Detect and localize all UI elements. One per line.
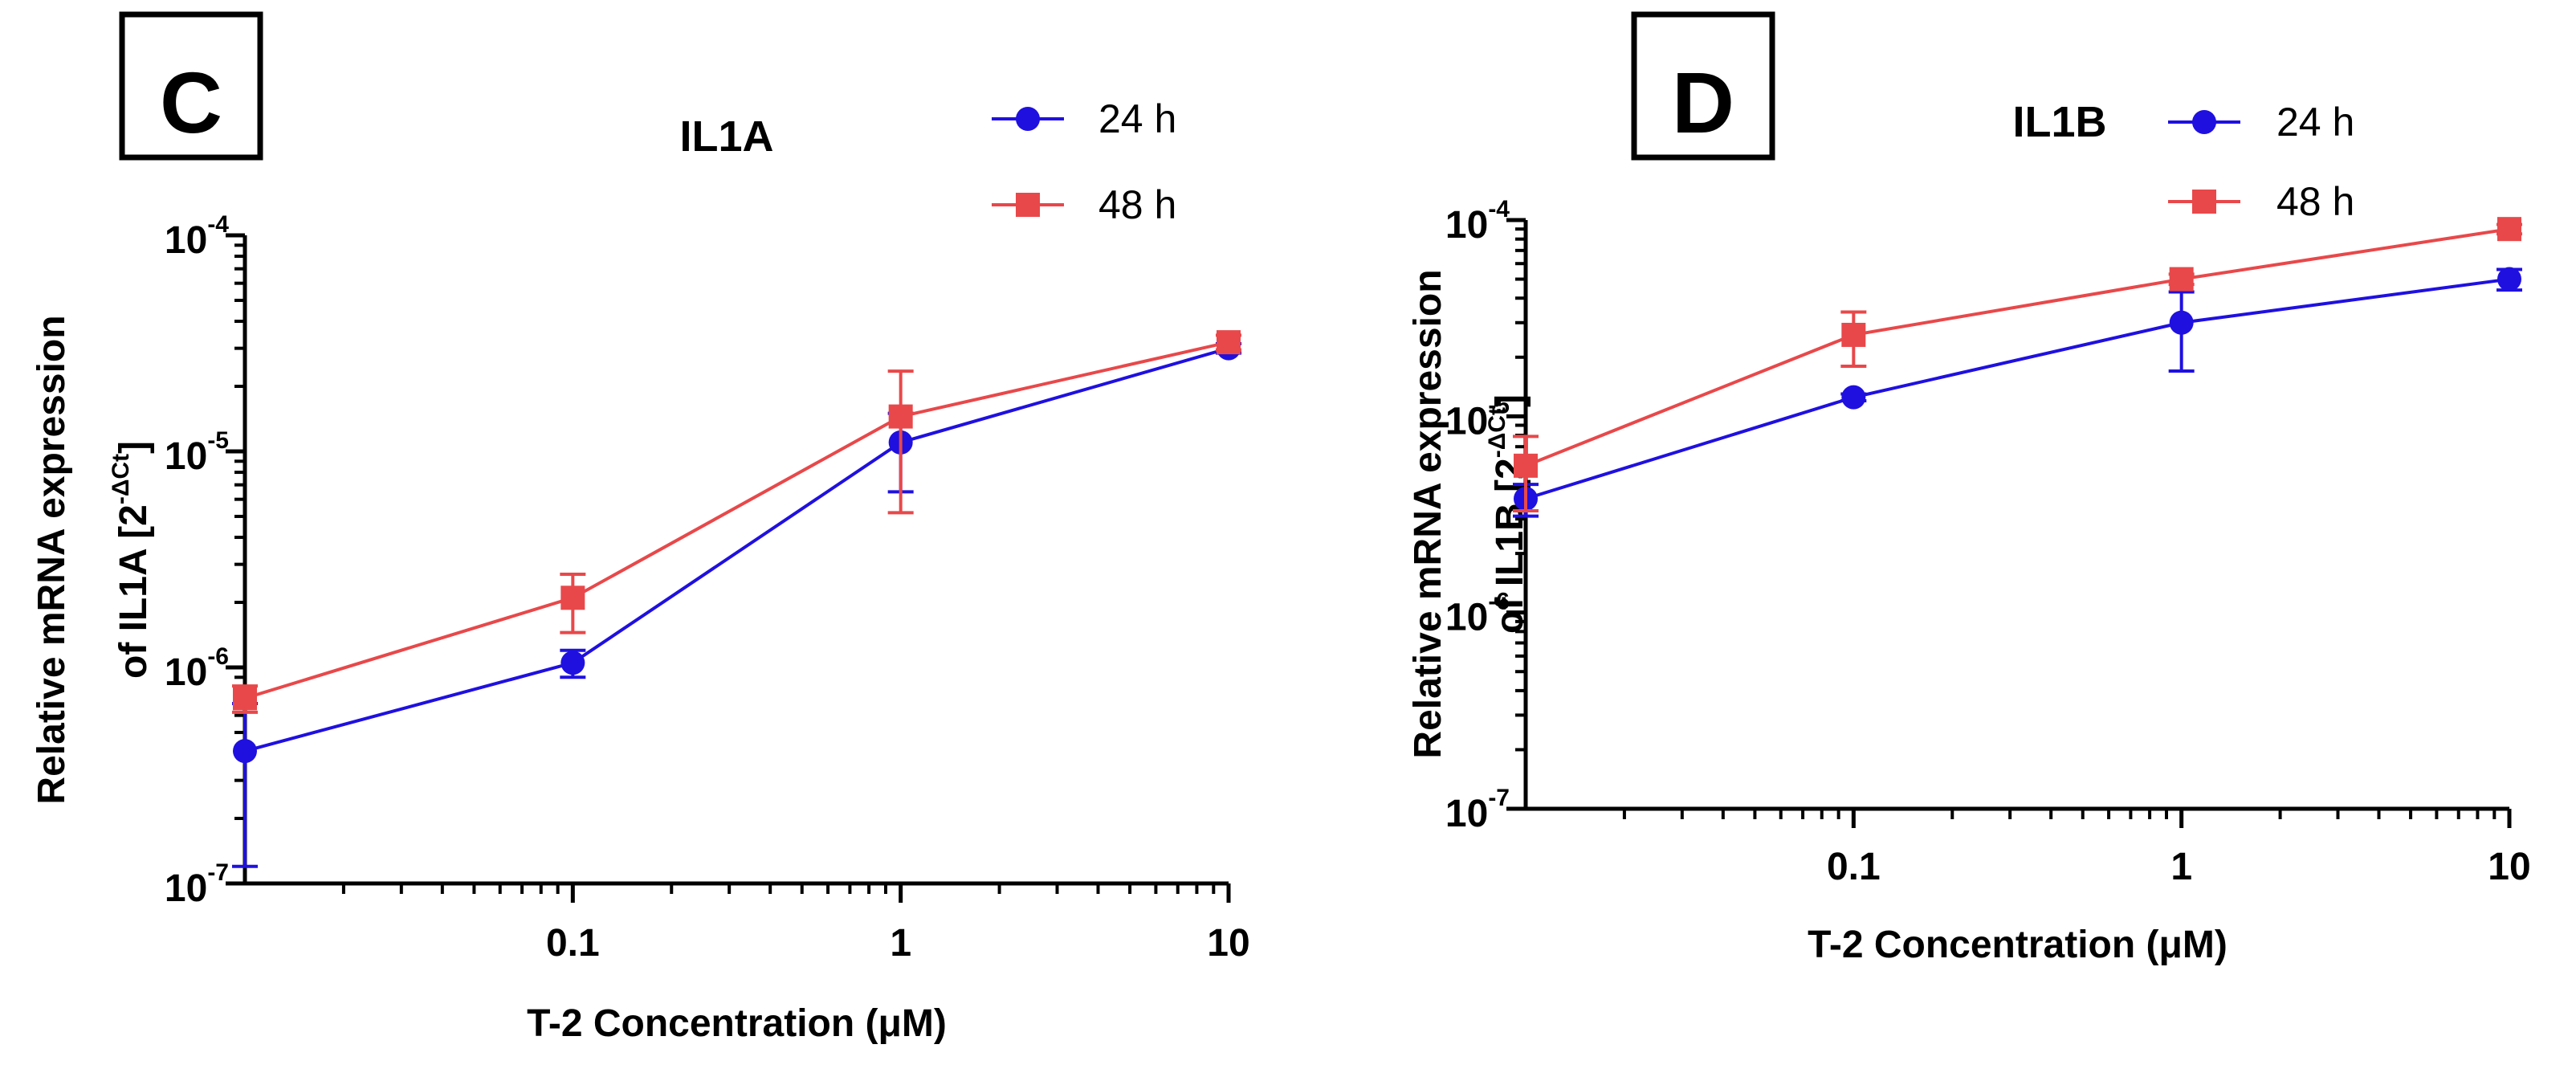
- legend-marker-circle: [1016, 107, 1040, 131]
- y-tick-exponent: -5: [207, 427, 229, 454]
- legend-label: 48 h: [1098, 182, 1176, 227]
- series-line: [1525, 277, 2510, 500]
- data-point-square: [2169, 267, 2194, 292]
- y-axis-title-line2: of IL1A [2-ΔCt]: [108, 441, 155, 679]
- y-tick-exponent: -6: [207, 643, 229, 670]
- y-tick-base: 10: [1445, 400, 1488, 443]
- legend-entry: 48 h: [992, 182, 1176, 227]
- y-tick-exponent: -4: [207, 211, 229, 238]
- legend-label: 48 h: [2276, 179, 2354, 224]
- legend-entry: 24 h: [992, 96, 1176, 141]
- data-point-square: [2497, 217, 2521, 242]
- y-axis-title-prefix: of IL1A [2: [112, 504, 155, 679]
- data-point-square: [1841, 322, 1866, 347]
- y-tick-base: 10: [165, 435, 207, 478]
- y-axis-title-line2: of IL1B [2-ΔCt]: [1484, 394, 1531, 634]
- series-48-h: [1513, 217, 2522, 512]
- y-tick-exponent: -7: [207, 859, 229, 886]
- y-tick-base: 10: [165, 867, 207, 910]
- legend-label: 24 h: [2276, 100, 2354, 145]
- y-tick-exponent: -7: [1488, 785, 1510, 811]
- legend-entry: 24 h: [2168, 100, 2354, 145]
- x-axis-title: T-2 Concentration (μM): [527, 1002, 947, 1045]
- data-point-square: [233, 686, 257, 711]
- series-line: [1525, 227, 2510, 467]
- legend-marker-square: [2192, 190, 2216, 214]
- y-axis-title-line1: Relative mRNA expression: [1407, 269, 1449, 758]
- y-tick-base: 10: [1445, 597, 1488, 639]
- y-tick-label: 10-5: [165, 427, 229, 478]
- y-tick-label: 10-6: [1445, 589, 1510, 639]
- data-point-square: [888, 404, 913, 429]
- y-tick-exponent: -4: [1488, 196, 1510, 222]
- x-tick-label: 10: [2488, 846, 2530, 888]
- series-line: [244, 341, 1229, 700]
- y-tick-label: 10-5: [1445, 392, 1510, 443]
- y-axis-title-suffix: ]: [112, 441, 155, 454]
- y-tick-label: 10-6: [165, 643, 229, 694]
- y-tick-exponent: -5: [1488, 392, 1510, 418]
- y-axis-title-exponent: -ΔCt: [108, 454, 134, 504]
- data-point-circle: [1841, 385, 1866, 410]
- data-point-square: [1514, 453, 1538, 478]
- data-point-square: [560, 585, 585, 610]
- y-tick-label: 10-4: [165, 211, 229, 262]
- series-line: [244, 346, 1229, 753]
- legend-marker-square: [1016, 193, 1040, 217]
- panel-label-box: [119, 11, 263, 161]
- x-tick-label: 0.1: [546, 922, 600, 965]
- panel-label-box: [1631, 11, 1775, 161]
- x-axis-title: T-2 Concentration (μM): [1808, 924, 2228, 966]
- panel-label: D: [1672, 54, 1734, 151]
- data-point-circle: [2497, 267, 2521, 292]
- legend-entry: 48 h: [2168, 179, 2354, 224]
- data-point-circle: [233, 739, 257, 764]
- x-tick-label: 1: [890, 922, 911, 965]
- legend-label: 24 h: [1098, 96, 1176, 141]
- data-point-circle: [2169, 310, 2194, 335]
- chart-title: IL1A: [679, 112, 773, 161]
- x-tick-label: 1: [2170, 846, 2192, 888]
- y-tick-base: 10: [165, 651, 207, 694]
- data-point-square: [1217, 330, 1241, 355]
- y-tick-label: 10-7: [1445, 785, 1510, 835]
- legend-marker-circle: [2192, 110, 2216, 134]
- series-48-h: [232, 330, 1241, 714]
- y-axis-title-line1: Relative mRNA expression: [31, 315, 73, 804]
- y-tick-exponent: -6: [1488, 589, 1510, 615]
- y-tick-label: 10-4: [1445, 196, 1510, 247]
- x-tick-label: 0.1: [1827, 846, 1881, 888]
- x-tick-label: 10: [1207, 922, 1249, 965]
- y-axis-title-exponent: -ΔCt: [1484, 407, 1510, 458]
- y-axis-title-suffix: ]: [1489, 394, 1531, 407]
- y-tick-label: 10-7: [165, 859, 229, 910]
- y-tick-base: 10: [1445, 204, 1488, 247]
- data-point-circle: [560, 651, 585, 675]
- y-tick-base: 10: [165, 219, 207, 262]
- panel-label: C: [160, 54, 222, 151]
- y-tick-base: 10: [1445, 793, 1488, 835]
- chart-title: IL1B: [2012, 98, 2106, 146]
